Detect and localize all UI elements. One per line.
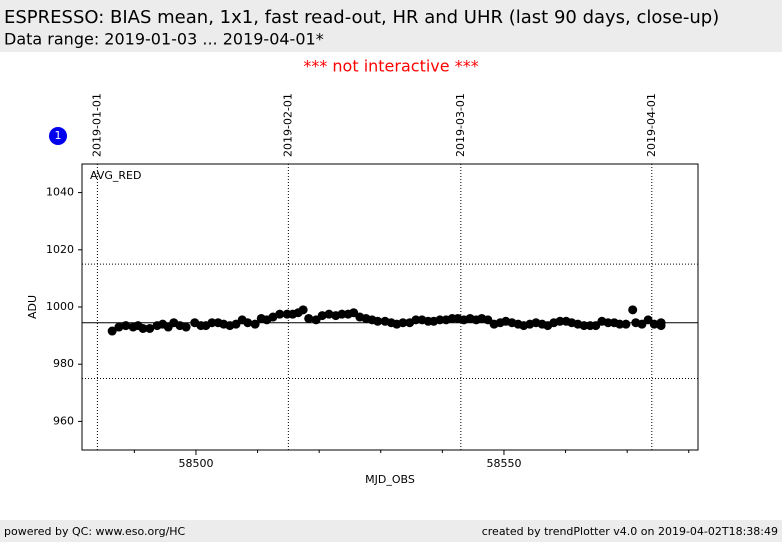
point [628,305,638,315]
point [324,309,334,319]
point [107,326,117,336]
point [579,321,589,331]
point [243,318,253,328]
point [181,322,191,332]
point [275,309,285,319]
y-tick-label: 1000 [46,300,74,313]
point [317,311,327,321]
subtitle: Data range: 2019-01-03 ... 2019-04-01* [4,30,324,49]
point [398,318,408,328]
date-label: 2019-02-01 [281,93,294,157]
x-tick-label: 58550 [486,457,521,470]
header-bg [0,0,782,52]
point [337,309,347,319]
notice: *** not interactive *** [303,57,478,76]
y-tick-label: 960 [53,414,74,427]
point [298,305,308,315]
point [373,316,383,326]
plot-frame [81,163,699,451]
point [121,321,131,331]
footer-bg [0,520,782,542]
point [207,318,217,328]
badge-label: 1 [55,129,62,142]
point [621,319,631,329]
x-tick-label: 58500 [178,457,213,470]
point [411,315,421,325]
point [603,318,613,328]
point [268,312,278,322]
point [145,323,155,333]
date-label: 2019-01-01 [90,93,103,157]
date-label: 2019-04-01 [645,93,658,157]
footer-left: powered by QC: www.eso.org/HC [4,525,186,538]
y-tick-label: 1040 [46,186,74,199]
point [250,319,260,329]
badge [49,127,67,145]
date-label: 2019-03-01 [454,93,467,157]
footer-right: created by trendPlotter v4.0 on 2019-04-… [482,525,778,538]
point [555,316,565,326]
y-tick-label: 1020 [46,243,74,256]
y-tick-label: 980 [53,357,74,370]
point [615,319,625,329]
y-axis-label: ADU [26,295,39,319]
title: ESPRESSO: BIAS mean, 1x1, fast read-out,… [4,7,719,28]
point [138,323,148,333]
point [114,322,124,332]
point [304,313,314,323]
point [649,319,659,329]
x-axis-label: MJD_OBS [365,473,415,486]
point [435,315,445,325]
point [656,321,666,331]
series-label: AVG_RED [90,169,141,182]
